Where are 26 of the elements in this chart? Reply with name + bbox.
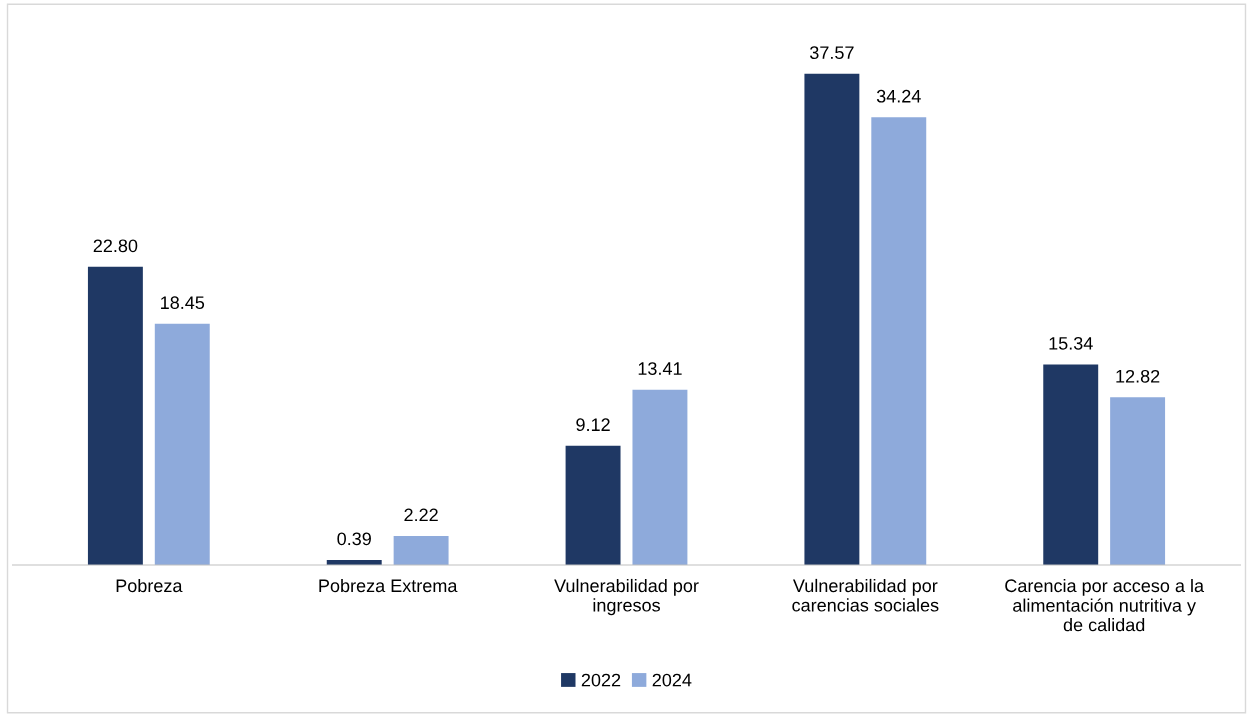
data-label: 12.82 [1116, 369, 1160, 383]
bar [87, 266, 143, 565]
x-tick-label: Vulnerabilidad por ingresos [554, 578, 699, 616]
bar [393, 535, 449, 565]
bar [1110, 397, 1166, 565]
bar [632, 389, 688, 565]
data-label: 34.24 [876, 89, 921, 103]
bar [804, 73, 860, 565]
x-tick-label: Carencia por acceso a la alimentación nutritiva y de calidad [1005, 578, 1205, 632]
data-label: 22.80 [93, 239, 138, 253]
data-label: 15.34 [1049, 336, 1093, 350]
bar [871, 117, 927, 565]
data-label: 13.41 [638, 362, 682, 375]
x-tick-label: Pobreza Extrema [319, 578, 458, 593]
x-tick-label: Pobreza [116, 578, 183, 593]
data-label: 37.57 [810, 46, 854, 60]
bar [1043, 364, 1099, 565]
x-tick-label: Vulnerabilidad por carencias sociales [792, 578, 939, 612]
legend-label: 2022 [581, 673, 621, 687]
data-label: 18.45 [161, 296, 205, 310]
bar [154, 323, 210, 565]
data-label: 2.22 [404, 508, 438, 522]
data-label: 9.12 [576, 418, 610, 432]
data-label: 0.39 [337, 532, 371, 546]
bar [565, 445, 621, 565]
legend-label: 2024 [652, 673, 692, 687]
